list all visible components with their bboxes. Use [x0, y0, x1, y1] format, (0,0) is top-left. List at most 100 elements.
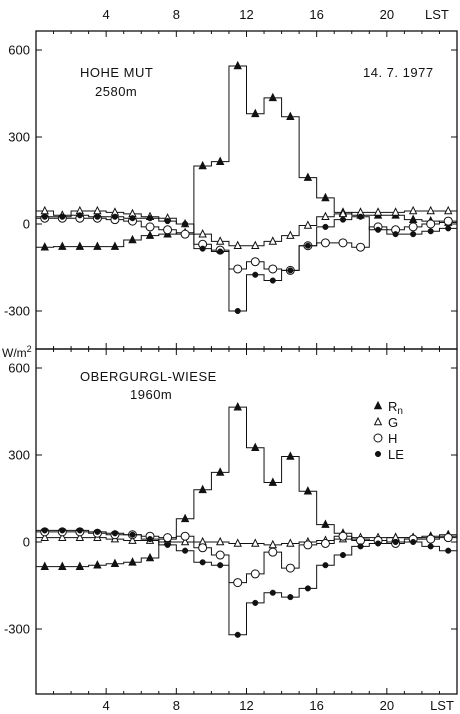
unit-label-sup: 2 — [27, 344, 32, 354]
data-point-h — [268, 547, 278, 557]
data-point-g — [251, 240, 260, 250]
data-point-r — [286, 451, 295, 460]
series-line-g — [36, 535, 457, 546]
data-point-h — [163, 225, 173, 235]
data-point-le — [76, 212, 83, 219]
data-point-r — [215, 156, 225, 165]
data-point-r — [128, 557, 137, 566]
y-tick-label: -300 — [4, 622, 30, 637]
data-point-r — [145, 230, 155, 239]
top-panel-title: HOHE MUT — [80, 65, 153, 80]
data-point-le — [94, 528, 101, 535]
data-point-g — [128, 535, 137, 544]
data-point-h — [145, 222, 155, 232]
data-point-g — [75, 532, 85, 541]
data-point-g — [40, 205, 49, 215]
data-point-h — [426, 219, 436, 229]
top-panel-altitude: 2580m — [95, 84, 137, 99]
data-point-le — [182, 547, 189, 554]
legend-marker-r — [373, 400, 383, 410]
data-point-g — [391, 207, 400, 216]
data-point-le — [392, 231, 399, 238]
data-point-r — [408, 214, 418, 223]
data-point-r — [58, 561, 67, 570]
x-tick-label: 12 — [239, 698, 253, 713]
y-tick-label: 600 — [8, 43, 30, 58]
data-point-le — [111, 530, 118, 537]
data-point-r — [145, 552, 155, 562]
data-point-le — [322, 562, 329, 569]
legend-label-sub: n — [397, 406, 403, 417]
unit-label-text: W/m — [2, 346, 27, 360]
data-point-le — [410, 231, 417, 238]
data-point-g — [268, 539, 278, 549]
data-point-g — [40, 532, 49, 541]
data-point-g — [444, 205, 453, 215]
data-point-r — [198, 160, 207, 170]
panel-top: 4 8 12 16 20 -300 0 300 600 HOHE MUT 2580m 14. … — [4, 7, 458, 350]
data-point-le — [445, 225, 452, 232]
data-point-le — [41, 527, 48, 534]
data-point-h — [268, 264, 278, 274]
data-point-r — [180, 513, 190, 523]
data-point-h — [285, 563, 295, 573]
data-point-h — [443, 533, 453, 543]
data-point-le — [304, 242, 311, 249]
x-tick-label: 4 — [103, 698, 110, 713]
data-point-le — [375, 226, 382, 233]
x-tick-label: 12 — [239, 7, 253, 22]
data-point-h — [338, 531, 348, 541]
data-point-r — [58, 241, 67, 250]
data-point-g — [373, 207, 383, 216]
data-point-r — [110, 241, 120, 250]
series-line-r — [36, 65, 457, 248]
data-point-r — [251, 108, 260, 118]
data-point-le — [445, 547, 452, 554]
data-point-le — [217, 248, 224, 255]
data-point-le — [59, 527, 66, 534]
bottom-panel-altitude: 1960m — [130, 387, 172, 402]
data-point-le — [59, 213, 66, 220]
data-point-h — [163, 533, 173, 543]
data-point-g — [58, 532, 67, 541]
data-point-le — [322, 223, 329, 230]
data-point-h — [250, 257, 260, 267]
data-point-h — [233, 264, 243, 274]
data-point-g — [233, 538, 242, 547]
data-point-g — [286, 538, 295, 547]
series-le — [36, 212, 457, 315]
series-line-g — [36, 210, 457, 247]
data-point-h — [443, 216, 453, 226]
data-point-r — [75, 241, 85, 250]
y-tick-label: 0 — [23, 217, 30, 232]
y-tick-label: 0 — [23, 535, 30, 550]
x-tick-label: 4 — [103, 7, 110, 22]
data-point-le — [199, 559, 206, 566]
data-point-le — [146, 536, 154, 543]
data-point-g — [233, 240, 242, 250]
y-tick-label: 300 — [8, 130, 30, 145]
x-tick-label: 16 — [309, 7, 323, 22]
data-point-r — [198, 484, 207, 494]
data-point-le — [164, 541, 171, 548]
data-point-le — [427, 228, 434, 235]
data-point-le — [252, 599, 259, 606]
y-tick-label: 600 — [8, 361, 30, 376]
data-point-le — [129, 215, 136, 222]
data-point-le — [392, 538, 399, 546]
top-panel-date: 14. 7. 1977 — [363, 65, 434, 80]
data-point-le — [287, 267, 294, 274]
data-point-r — [268, 92, 278, 102]
data-point-g — [268, 236, 278, 245]
data-point-le — [269, 277, 276, 284]
data-point-le — [111, 213, 118, 220]
data-point-le — [76, 527, 83, 534]
data-point-le — [94, 213, 101, 220]
data-point-h — [198, 543, 208, 553]
data-point-h — [215, 550, 225, 560]
data-point-g — [303, 220, 313, 229]
data-point-le — [304, 585, 311, 592]
